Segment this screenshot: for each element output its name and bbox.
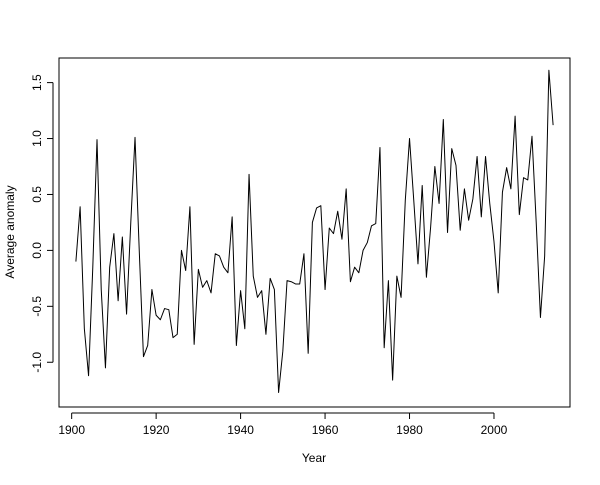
y-tick-label: 0.5 [30,186,44,203]
y-tick-label: -1.0 [30,352,44,373]
x-tick-label: 2000 [481,423,508,437]
series-layer [75,69,554,393]
y-tick-label: 1.5 [30,74,44,91]
x-tick-label: 1960 [312,423,339,437]
y-axis-label: Average anomaly [3,185,17,278]
y-tick-label: 1.0 [30,130,44,147]
x-tick-label: 1900 [58,423,85,437]
y-axis: -1.0 -0.5 0.0 0.5 1.0 1.5 [30,74,54,373]
x-tick-label: 1940 [227,423,254,437]
x-axis: 1900 1920 1940 1960 1980 2000 [58,412,508,437]
y-tick-label: -0.5 [30,296,44,317]
x-axis-label: Year [302,451,326,465]
x-tick-label: 1980 [396,423,423,437]
x-tick-label: 1920 [143,423,170,437]
y-tick-label: 0.0 [30,242,44,259]
series-line [75,69,554,393]
plot-frame [58,57,571,408]
